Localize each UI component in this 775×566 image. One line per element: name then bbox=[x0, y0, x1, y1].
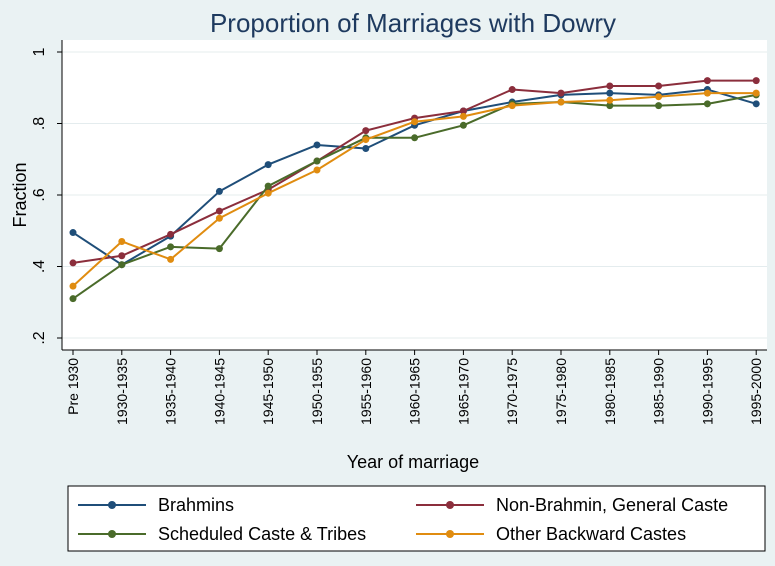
data-point bbox=[752, 77, 760, 85]
data-point bbox=[215, 207, 223, 215]
data-point bbox=[655, 102, 663, 110]
data-point bbox=[313, 157, 321, 165]
x-tick-label: 1955-1960 bbox=[358, 358, 374, 425]
y-tick-label: .2 bbox=[31, 331, 48, 344]
x-tick-label: 1980-1985 bbox=[602, 358, 618, 425]
data-point bbox=[752, 89, 760, 97]
data-point bbox=[118, 237, 126, 245]
data-point bbox=[215, 245, 223, 253]
x-tick-label: 1960-1965 bbox=[407, 358, 423, 425]
data-point bbox=[606, 102, 614, 110]
x-tick-label: 1965-1970 bbox=[455, 358, 471, 425]
legend: Brahmins Non-Brahmin, General Caste Schedu… bbox=[78, 495, 728, 544]
data-point bbox=[459, 121, 467, 129]
data-point bbox=[411, 118, 419, 126]
x-tick-label: 1990-1995 bbox=[699, 358, 715, 425]
data-point bbox=[167, 243, 175, 251]
data-point bbox=[69, 282, 77, 290]
x-axis-label: Year of marriage bbox=[347, 452, 479, 472]
x-tick-label: 1945-1950 bbox=[260, 358, 276, 425]
data-point bbox=[703, 77, 711, 85]
legend-label: Brahmins bbox=[158, 495, 234, 515]
data-point bbox=[362, 136, 370, 144]
data-point bbox=[459, 107, 467, 115]
data-point bbox=[215, 214, 223, 222]
y-ticks: .2 .4 .6 .8 1 bbox=[31, 47, 62, 345]
data-point bbox=[606, 82, 614, 90]
x-tick-label: 1930-1935 bbox=[114, 358, 130, 425]
data-point bbox=[606, 89, 614, 97]
data-point bbox=[703, 89, 711, 97]
data-point bbox=[69, 295, 77, 303]
data-point bbox=[69, 229, 77, 237]
x-tick-label: 1940-1945 bbox=[211, 358, 227, 425]
data-point bbox=[508, 102, 516, 110]
legend-swatch-marker bbox=[446, 530, 454, 538]
data-point bbox=[655, 82, 663, 90]
chart-title: Proportion of Marriages with Dowry bbox=[210, 8, 616, 38]
legend-box bbox=[67, 485, 766, 552]
legend-label: Scheduled Caste & Tribes bbox=[158, 524, 366, 544]
data-point bbox=[264, 161, 272, 169]
data-point bbox=[69, 259, 77, 267]
data-point bbox=[313, 141, 321, 149]
data-point bbox=[167, 255, 175, 263]
x-ticks: Pre 1930 1930-1935 1935-1940 1940-1945 1945-… bbox=[65, 350, 764, 425]
data-point bbox=[459, 112, 467, 120]
x-tick-label: 1995-2000 bbox=[748, 358, 764, 425]
y-tick-label: 1 bbox=[31, 47, 48, 56]
x-tick-label: 1970-1975 bbox=[504, 358, 520, 425]
y-axis-label: Fraction bbox=[10, 162, 30, 227]
x-tick-label: 1935-1940 bbox=[163, 358, 179, 425]
data-point bbox=[118, 252, 126, 260]
data-point bbox=[752, 100, 760, 108]
legend-swatch-marker bbox=[446, 501, 454, 509]
data-point bbox=[655, 93, 663, 101]
data-point bbox=[362, 127, 370, 135]
data-point bbox=[411, 134, 419, 142]
y-tick-label: .4 bbox=[31, 260, 48, 273]
x-tick-label: Pre 1930 bbox=[65, 358, 81, 415]
x-tick-label: 1950-1955 bbox=[309, 358, 325, 425]
y-tick-label: .6 bbox=[31, 188, 48, 201]
data-point bbox=[557, 98, 565, 106]
data-point bbox=[703, 100, 711, 108]
data-point bbox=[264, 182, 272, 190]
data-point bbox=[167, 230, 175, 238]
data-point bbox=[118, 261, 126, 269]
data-point bbox=[508, 86, 516, 94]
legend-swatch-marker bbox=[108, 530, 116, 538]
data-point bbox=[362, 145, 370, 153]
series-group bbox=[69, 77, 760, 303]
legend-label: Non-Brahmin, General Caste bbox=[496, 495, 728, 515]
data-point bbox=[606, 96, 614, 104]
legend-swatch-marker bbox=[108, 501, 116, 509]
x-tick-label: 1985-1990 bbox=[651, 358, 667, 425]
x-tick-label: 1975-1980 bbox=[553, 358, 569, 425]
y-tick-label: .8 bbox=[31, 117, 48, 130]
data-point bbox=[215, 187, 223, 195]
data-point bbox=[264, 189, 272, 197]
data-point bbox=[313, 166, 321, 174]
data-point bbox=[557, 89, 565, 97]
legend-label: Other Backward Castes bbox=[496, 524, 686, 544]
